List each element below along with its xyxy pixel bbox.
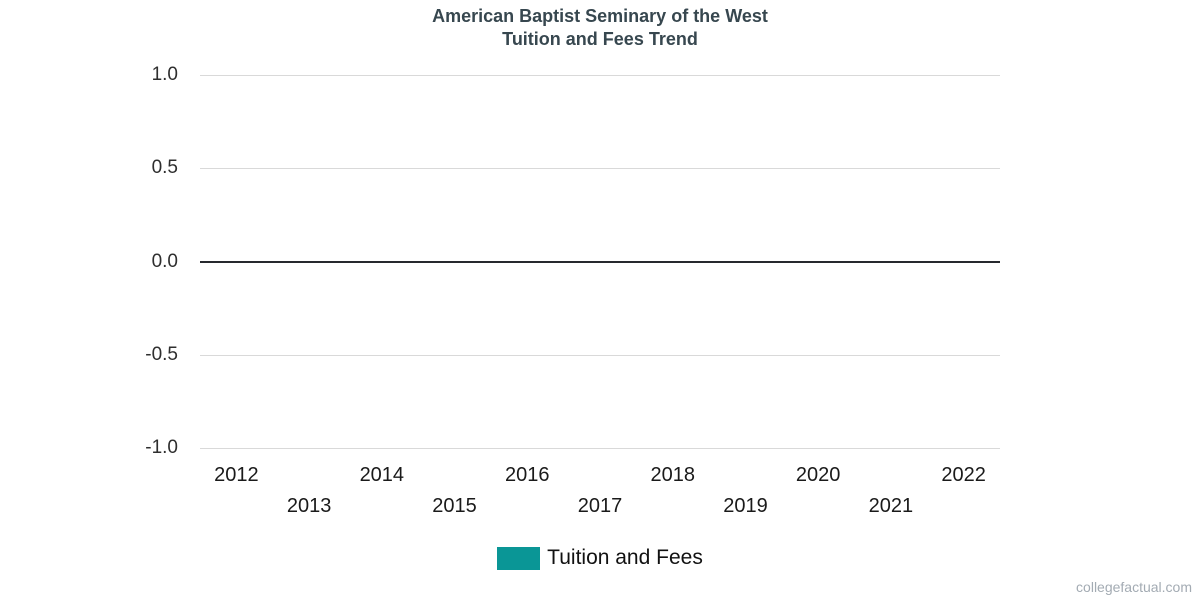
zero-gridline: [200, 260, 1000, 263]
gridline: [200, 354, 1000, 356]
x-axis-tick-label: 2013: [286, 495, 332, 517]
x-axis-tick-label: 2021: [868, 495, 914, 517]
legend-label: Tuition and Fees: [547, 546, 703, 569]
x-axis-tick-label: 2012: [214, 464, 259, 486]
y-axis-tick-label: -0.5: [145, 343, 178, 365]
y-axis-tick-label: 0.0: [151, 250, 178, 272]
y-axis-tick-label: -1.0: [145, 437, 178, 458]
gridline: [200, 168, 1000, 170]
x-axis-tick-label: 2020: [795, 464, 841, 486]
x-axis-tick-label: 2017: [577, 495, 623, 517]
x-axis-tick-label: 2019: [723, 495, 768, 517]
chart-title-line1: American Baptist Seminary of the West: [432, 6, 768, 26]
gridline: [200, 75, 1000, 76]
y-axis-tick-label: 0.5: [151, 157, 178, 179]
chart-title: American Baptist Seminary of the West Tu…: [0, 5, 1200, 51]
x-axis-tick-label: 2018: [650, 464, 695, 486]
x-axis-tick-label: 2016: [505, 464, 550, 486]
x-axis-tick-label: 2015: [432, 495, 477, 517]
legend-swatch: [497, 546, 541, 570]
legend-item-tuition-and-fees[interactable]: Tuition and Fees: [0, 546, 1200, 570]
x-axis-tick-label: 2014: [359, 464, 405, 486]
credits-link[interactable]: collegefactual.com: [1076, 579, 1192, 595]
gridline: [200, 448, 1000, 449]
y-axis-tick-label: 1.0: [151, 64, 178, 85]
chart-title-line2: Tuition and Fees Trend: [502, 29, 698, 49]
x-axis-tick-label: 2022: [941, 464, 986, 486]
